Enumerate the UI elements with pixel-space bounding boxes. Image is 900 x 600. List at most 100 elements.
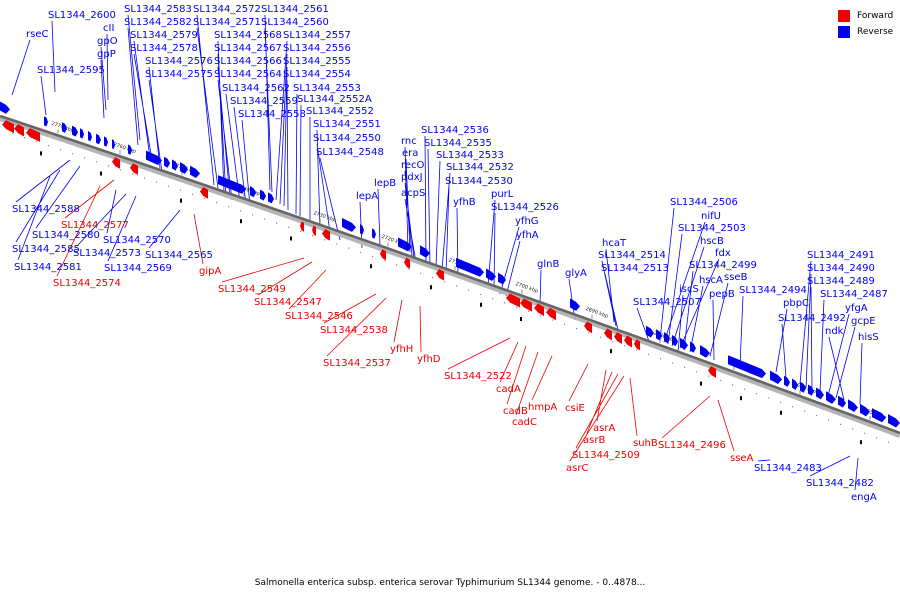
gene-label-reverse: gpO	[97, 36, 118, 47]
minor-tick-dot	[60, 149, 62, 151]
gene-label-reverse: SL1344_2556	[283, 43, 351, 54]
minor-tick-dot	[672, 362, 674, 364]
reverse-gene-arrow	[398, 237, 412, 252]
gene-label-reverse: lepB	[374, 178, 396, 189]
gene-label-forward: SL1344_2546	[285, 311, 353, 322]
reverse-gene-arrow	[860, 403, 870, 417]
gene-label-reverse: SL1344_2532	[446, 162, 514, 173]
gene-label-reverse: SL1344_2530	[445, 176, 513, 187]
reverse-gene-arrow	[190, 165, 200, 179]
gene-label-reverse: SL1344_2585	[12, 244, 80, 255]
reverse-gene-arrow	[680, 337, 688, 350]
minor-tick-dot	[276, 222, 278, 224]
gene-label-reverse: SL1344_2578	[130, 43, 198, 54]
forward-leader-lines	[56, 179, 735, 462]
minor-tick-dot	[888, 441, 890, 443]
gene-label-reverse: SL1344_2536	[421, 125, 489, 136]
forward-gene-arrow	[604, 328, 612, 341]
reverse-gene-arrow	[486, 268, 496, 281]
minor-tick-dot	[708, 375, 710, 377]
backbone-line	[0, 114, 900, 435]
genome-caption: Salmonella enterica subsp. enterica sero…	[254, 578, 646, 588]
feature-mark	[520, 317, 522, 322]
reverse-gene-arrow	[826, 391, 836, 404]
reverse-gene-arrow	[250, 186, 256, 198]
minor-tick-dot	[720, 379, 722, 382]
forward-gene-arrow	[614, 332, 622, 344]
minor-tick-dot	[660, 358, 662, 360]
gene-label-reverse: hisS	[858, 332, 879, 343]
minor-tick-dot	[576, 327, 578, 330]
minor-tick-dot	[516, 306, 518, 308]
gene-label-reverse: yfgA	[845, 303, 868, 314]
gene-label-reverse: ndk	[825, 326, 844, 337]
gene-label-reverse: yfhB	[453, 197, 476, 208]
gene-label-forward: yfhH	[390, 344, 413, 355]
minor-tick-dot	[492, 298, 494, 300]
feature-mark	[40, 151, 42, 156]
reverse-gene-arrow	[700, 345, 710, 358]
gene-label-reverse: sseB	[724, 272, 748, 283]
gene-label-reverse: SL1344_2550	[313, 133, 381, 144]
gene-label-reverse: pbpC	[783, 298, 809, 309]
gene-label-reverse: SL1344_2553	[293, 83, 361, 94]
gene-label-forward: SL1344_2496	[658, 440, 726, 451]
reverse-gene-arrow	[88, 130, 92, 142]
reverse-gene-arrow	[218, 175, 246, 194]
gene-label-reverse: acpS	[401, 188, 425, 199]
reverse-gene-arrow	[342, 217, 356, 232]
gene-label-reverse: glnB	[537, 259, 559, 270]
minor-tick-dot	[24, 137, 26, 139]
gene-label-reverse: glyA	[565, 268, 587, 279]
legend-forward: Forward	[838, 8, 900, 24]
minor-tick-dot	[48, 145, 50, 147]
reverse-gene-arrow	[656, 329, 662, 341]
gene-label-reverse: SL1344_2489	[807, 276, 875, 287]
minor-tick-dot	[396, 264, 398, 266]
minor-tick-dot	[192, 193, 194, 195]
minor-tick-dot	[504, 302, 506, 304]
gene-label-reverse: SL1344_2582	[124, 17, 192, 28]
minor-tick-dot	[216, 201, 218, 204]
reverse-gene-arrow	[664, 332, 670, 344]
gene-label-reverse: SL1344_2554	[283, 69, 351, 80]
minor-tick-dot	[744, 388, 746, 390]
minor-tick-dot	[324, 239, 326, 241]
gene-label-reverse: SL1344_2494	[739, 285, 807, 296]
minor-tick-dot	[108, 165, 110, 167]
minor-tick-dot	[180, 189, 182, 191]
gene-label-reverse: SL1344_2569	[104, 263, 172, 274]
reverse-gene-arrow	[0, 101, 10, 114]
minor-tick-dot	[120, 169, 122, 171]
reverse-gene-arrow	[372, 228, 376, 239]
gene-label-reverse: SL1344_2562	[222, 83, 290, 94]
feature-mark	[290, 236, 292, 241]
gene-label-reverse: SL1344_2535	[424, 138, 492, 149]
reverse-gene-arrow	[456, 257, 484, 277]
feature-mark	[240, 219, 242, 224]
reverse-gene-arrow	[72, 125, 78, 137]
minor-tick-dot	[288, 226, 290, 228]
gene-label-reverse: yfhA	[516, 230, 539, 241]
feature-mark	[370, 264, 372, 269]
minor-tick-dot	[840, 423, 842, 426]
reverse-gene-arrow	[570, 298, 580, 311]
minor-tick-dot	[348, 247, 350, 249]
gene-label-reverse: SL1344_2560	[261, 17, 329, 28]
forward-swatch	[838, 10, 850, 22]
minor-tick-dot	[432, 276, 434, 279]
gene-label-reverse: gpP	[97, 49, 116, 60]
forward-gene-arrow	[520, 298, 532, 312]
gene-label-reverse: nifU	[701, 211, 721, 222]
reverse-gene-arrow	[784, 375, 790, 387]
gene-label-reverse: SL1344_2491	[807, 250, 875, 261]
scale-tick-label: 2760 kbp	[112, 142, 136, 155]
minor-tick-dot	[540, 315, 542, 317]
legend-forward-label: Forward	[857, 11, 894, 21]
forward-gene-arrow	[404, 257, 410, 269]
scale-tick-label: 2690 kbp	[585, 306, 609, 320]
reverse-gene-arrow	[672, 334, 678, 347]
feature-mark	[700, 381, 702, 386]
gene-label-reverse: SL1344_2568	[214, 30, 282, 41]
minor-tick-dot	[12, 133, 14, 135]
